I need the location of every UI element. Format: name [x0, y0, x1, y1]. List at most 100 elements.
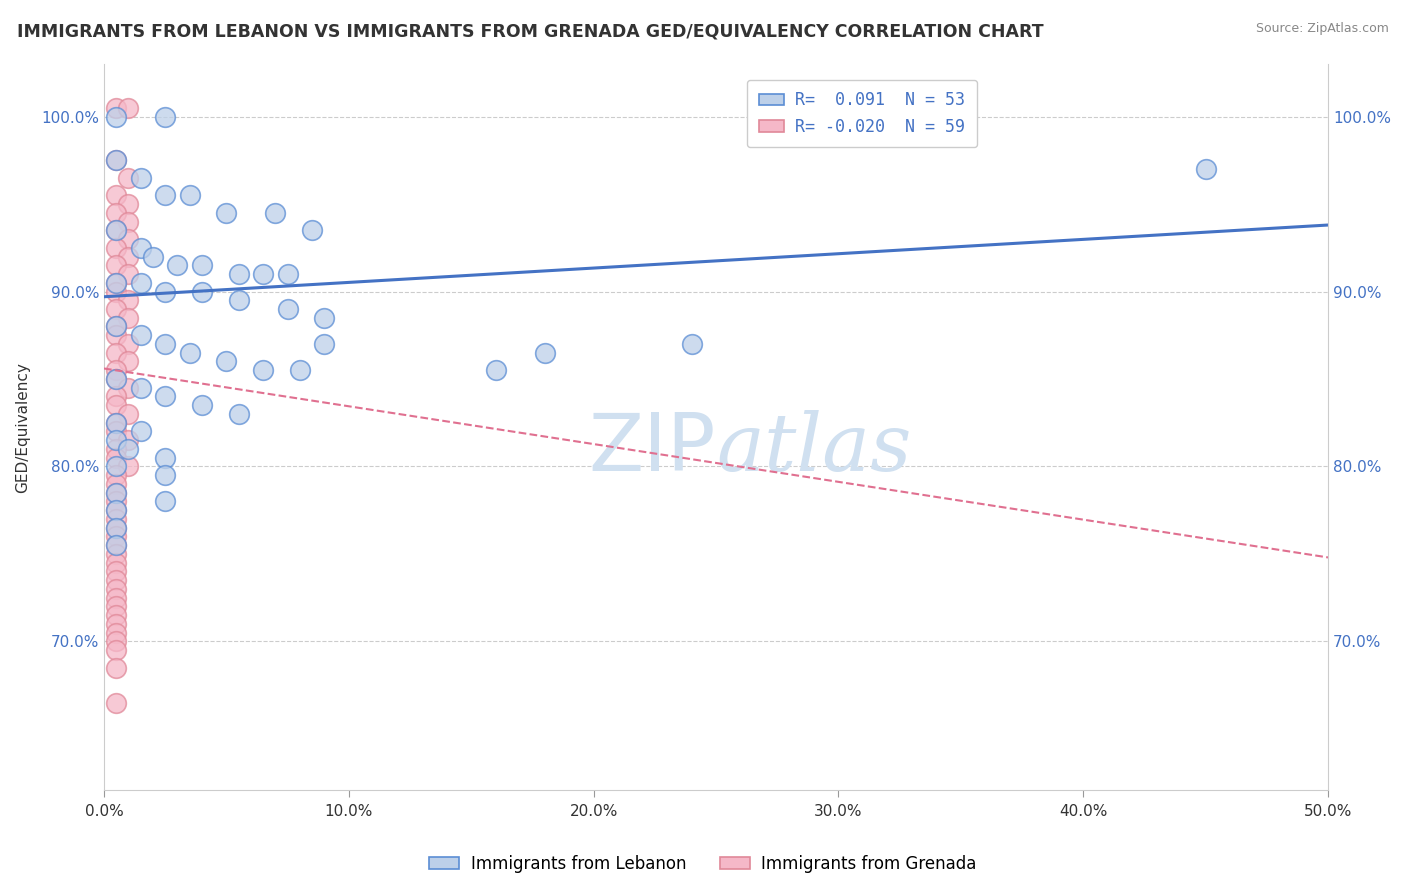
Point: [105, 416, 128, 430]
Point: [117, 214, 139, 228]
Point: [105, 643, 128, 657]
Point: [105, 599, 128, 614]
Point: [105, 153, 128, 168]
Point: [129, 381, 152, 395]
Point: [105, 363, 128, 377]
Point: [117, 232, 139, 246]
Point: [117, 381, 139, 395]
Point: [117, 250, 139, 264]
Point: [179, 345, 201, 359]
Text: IMMIGRANTS FROM LEBANON VS IMMIGRANTS FROM GRENADA GED/EQUIVALENCY CORRELATION C: IMMIGRANTS FROM LEBANON VS IMMIGRANTS FR…: [17, 22, 1043, 40]
Point: [105, 110, 128, 124]
Point: [228, 293, 250, 308]
Point: [105, 547, 128, 561]
Point: [117, 310, 139, 325]
Point: [153, 450, 176, 465]
Point: [105, 625, 128, 640]
Point: [153, 337, 176, 351]
Point: [117, 407, 139, 421]
Point: [105, 398, 128, 412]
Point: [252, 363, 274, 377]
Point: [105, 153, 128, 168]
Point: [153, 389, 176, 403]
Point: [485, 363, 508, 377]
Point: [277, 267, 299, 281]
Point: [105, 591, 128, 605]
Point: [105, 521, 128, 535]
Point: [117, 170, 139, 185]
Point: [105, 276, 128, 290]
Point: [105, 538, 128, 552]
Point: [117, 197, 139, 211]
Point: [105, 285, 128, 299]
Point: [105, 538, 128, 552]
Point: [105, 442, 128, 456]
Point: [105, 206, 128, 220]
Point: [105, 301, 128, 316]
Text: atlas: atlas: [716, 410, 911, 488]
Y-axis label: GED/Equivalency: GED/Equivalency: [15, 361, 30, 492]
Point: [105, 521, 128, 535]
Point: [153, 110, 176, 124]
Point: [105, 372, 128, 386]
Point: [314, 337, 336, 351]
Point: [153, 494, 176, 508]
Point: [105, 223, 128, 237]
Point: [191, 285, 214, 299]
Point: [105, 319, 128, 334]
Point: [105, 565, 128, 579]
Point: [105, 319, 128, 334]
Point: [117, 459, 139, 474]
Point: [153, 468, 176, 483]
Point: [105, 241, 128, 255]
Point: [105, 276, 128, 290]
Point: [264, 206, 287, 220]
Point: [105, 416, 128, 430]
Point: [105, 494, 128, 508]
Point: [105, 582, 128, 596]
Point: [105, 660, 128, 674]
Legend: Immigrants from Lebanon, Immigrants from Grenada: Immigrants from Lebanon, Immigrants from…: [423, 848, 983, 880]
Point: [681, 337, 703, 351]
Point: [252, 267, 274, 281]
Point: [117, 434, 139, 448]
Point: [288, 363, 311, 377]
Point: [166, 258, 188, 272]
Point: [301, 223, 323, 237]
Point: [215, 206, 238, 220]
Point: [105, 425, 128, 439]
Point: [105, 512, 128, 526]
Point: [191, 398, 214, 412]
Point: [117, 442, 139, 456]
Point: [129, 170, 152, 185]
Point: [129, 328, 152, 343]
Point: [228, 407, 250, 421]
Point: [129, 241, 152, 255]
Text: Source: ZipAtlas.com: Source: ZipAtlas.com: [1256, 22, 1389, 36]
Point: [105, 616, 128, 631]
Point: [129, 276, 152, 290]
Point: [191, 258, 214, 272]
Point: [105, 101, 128, 115]
Point: [179, 188, 201, 202]
Point: [117, 267, 139, 281]
Point: [105, 556, 128, 570]
Point: [105, 328, 128, 343]
Point: [105, 573, 128, 587]
Point: [105, 188, 128, 202]
Point: [1195, 162, 1218, 177]
Point: [142, 250, 165, 264]
Point: [117, 337, 139, 351]
Point: [105, 634, 128, 648]
Point: [105, 608, 128, 623]
Point: [117, 354, 139, 368]
Point: [153, 285, 176, 299]
Point: [105, 450, 128, 465]
Point: [105, 696, 128, 710]
Text: ZIP: ZIP: [589, 410, 716, 488]
Point: [228, 267, 250, 281]
Point: [105, 503, 128, 517]
Point: [105, 485, 128, 500]
Point: [117, 293, 139, 308]
Point: [129, 425, 152, 439]
